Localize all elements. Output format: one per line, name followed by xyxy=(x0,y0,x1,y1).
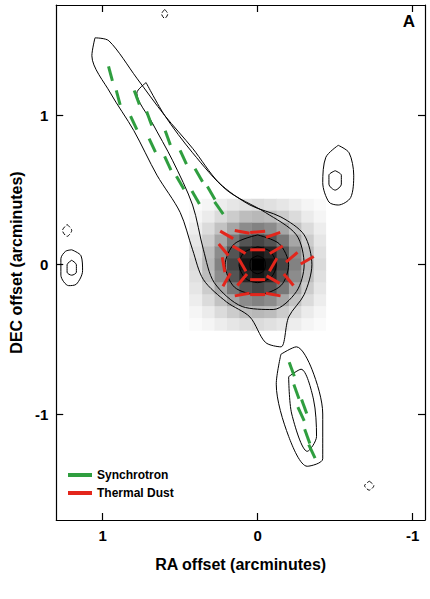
svg-text:1: 1 xyxy=(40,107,48,124)
svg-text:0: 0 xyxy=(253,527,261,544)
svg-text:Thermal Dust: Thermal Dust xyxy=(97,486,174,500)
svg-text:A: A xyxy=(403,12,415,31)
svg-text:RA offset (arcminutes): RA offset (arcminutes) xyxy=(155,556,326,573)
svg-text:Synchrotron: Synchrotron xyxy=(97,468,168,482)
svg-text:-1: -1 xyxy=(35,406,48,423)
svg-text:-1: -1 xyxy=(406,527,419,544)
svg-text:0: 0 xyxy=(40,256,48,273)
svg-text:DEC offset (arcminutes): DEC offset (arcminutes) xyxy=(8,171,25,353)
svg-text:1: 1 xyxy=(99,527,107,544)
